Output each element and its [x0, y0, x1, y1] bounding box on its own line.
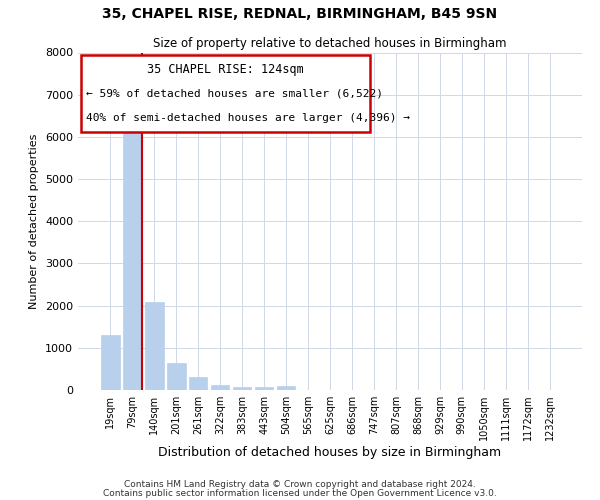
Y-axis label: Number of detached properties: Number of detached properties — [29, 134, 40, 309]
X-axis label: Distribution of detached houses by size in Birmingham: Distribution of detached houses by size … — [158, 446, 502, 459]
Text: ← 59% of detached houses are smaller (6,522): ← 59% of detached houses are smaller (6,… — [86, 88, 383, 99]
Text: 35 CHAPEL RISE: 124sqm: 35 CHAPEL RISE: 124sqm — [147, 64, 304, 76]
Bar — [277, 386, 295, 390]
Bar — [211, 384, 229, 390]
Text: 35, CHAPEL RISE, REDNAL, BIRMINGHAM, B45 9SN: 35, CHAPEL RISE, REDNAL, BIRMINGHAM, B45… — [103, 8, 497, 22]
Title: Size of property relative to detached houses in Birmingham: Size of property relative to detached ho… — [153, 37, 507, 50]
FancyBboxPatch shape — [80, 55, 370, 132]
Bar — [167, 362, 185, 390]
Bar — [255, 387, 274, 390]
Bar — [145, 302, 164, 390]
Bar — [101, 335, 119, 390]
Text: Contains HM Land Registry data © Crown copyright and database right 2024.: Contains HM Land Registry data © Crown c… — [124, 480, 476, 489]
Bar — [123, 112, 142, 390]
Text: Contains public sector information licensed under the Open Government Licence v3: Contains public sector information licen… — [103, 489, 497, 498]
Bar — [233, 387, 251, 390]
Text: 40% of semi-detached houses are larger (4,396) →: 40% of semi-detached houses are larger (… — [86, 113, 410, 123]
Bar — [189, 378, 208, 390]
